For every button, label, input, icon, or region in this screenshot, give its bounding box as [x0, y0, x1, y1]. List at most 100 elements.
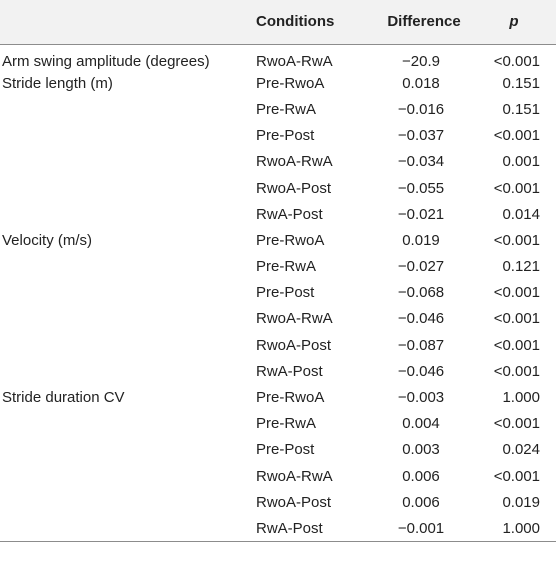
- condition-cell: Pre-RwA: [256, 258, 317, 276]
- table-row: Pre-Post −0.037 <0.001: [0, 123, 556, 149]
- table-row: RwoA-Post 0.006 0.019: [0, 489, 556, 515]
- p-value-cell: <0.001: [493, 415, 540, 433]
- difference-cell: −0.046: [397, 310, 445, 328]
- measure-cell: [0, 411, 252, 437]
- table-row: RwA-Post −0.021 0.014: [0, 201, 556, 227]
- measure-cell: [0, 201, 252, 227]
- pairwise-comparison-table: Conditions Difference p Arm swing amplit…: [0, 0, 556, 542]
- difference-cell: −0.016: [397, 100, 445, 118]
- p-value-cell: 0.151: [502, 74, 540, 92]
- condition-cell: Pre-Post: [256, 284, 315, 302]
- header-p-value: p: [509, 13, 519, 31]
- condition-cell: Pre-RwA: [256, 100, 317, 118]
- p-value-cell: 0.151: [502, 100, 540, 118]
- p-value-cell: 1.000: [502, 389, 540, 407]
- difference-cell: −0.034: [397, 153, 445, 171]
- p-value-cell: <0.001: [493, 336, 540, 354]
- table-row: RwoA-RwA −0.034 0.001: [0, 149, 556, 175]
- header-conditions: Conditions: [256, 13, 335, 31]
- measure-cell: [0, 437, 252, 463]
- p-value-cell: 1.000: [502, 519, 540, 537]
- measure-cell: Arm swing amplitude (degrees): [2, 52, 210, 70]
- condition-cell: RwoA-Post: [256, 179, 332, 197]
- condition-cell: Pre-RwA: [256, 415, 317, 433]
- difference-cell: −0.001: [397, 519, 445, 537]
- measure-cell: [0, 149, 252, 175]
- difference-cell: −0.046: [397, 362, 445, 380]
- difference-cell: −0.068: [397, 284, 445, 302]
- table-row: RwoA-Post −0.087 <0.001: [0, 332, 556, 358]
- table-row: RwoA-RwA 0.006 <0.001: [0, 463, 556, 489]
- header-difference: Difference: [387, 13, 461, 31]
- table-row: Stride duration CV Pre-RwoA −0.003 1.000: [0, 384, 556, 410]
- difference-cell: 0.006: [402, 467, 440, 485]
- measure-cell: [0, 489, 252, 515]
- header-measure: [0, 0, 252, 44]
- condition-cell: Pre-Post: [256, 441, 315, 459]
- measure-cell: [0, 332, 252, 358]
- table-row: Pre-RwA −0.027 0.121: [0, 254, 556, 280]
- p-value-cell: 0.014: [502, 205, 540, 223]
- measure-cell: [0, 280, 252, 306]
- condition-cell: RwoA-Post: [256, 493, 332, 511]
- table-row: Velocity (m/s) Pre-RwoA 0.019 <0.001: [0, 227, 556, 253]
- p-value-cell: <0.001: [493, 127, 540, 145]
- table-header: Conditions Difference p: [0, 0, 556, 44]
- p-value-cell: <0.001: [493, 310, 540, 328]
- measure-cell: [0, 123, 252, 149]
- table-row: Stride length (m) Pre-RwoA 0.018 0.151: [0, 70, 556, 96]
- table-row: Pre-RwA 0.004 <0.001: [0, 411, 556, 437]
- p-value-cell: 0.001: [502, 153, 540, 171]
- p-value-cell: 0.121: [502, 258, 540, 276]
- measure-cell: [0, 515, 252, 541]
- measure-cell: [0, 463, 252, 489]
- condition-cell: RwoA-RwA: [256, 467, 333, 485]
- p-value-cell: <0.001: [493, 467, 540, 485]
- difference-cell: −0.027: [397, 258, 445, 276]
- measure-cell: [0, 306, 252, 332]
- condition-cell: Pre-RwoA: [256, 231, 325, 249]
- table-row: RwA-Post −0.001 1.000: [0, 515, 556, 542]
- p-value-cell: <0.001: [493, 52, 540, 70]
- condition-cell: RwoA-RwA: [256, 52, 333, 70]
- condition-cell: RwoA-RwA: [256, 310, 333, 328]
- difference-cell: 0.006: [402, 493, 440, 511]
- difference-cell: 0.004: [402, 415, 440, 433]
- difference-cell: 0.019: [402, 231, 440, 249]
- table-row: RwoA-RwA −0.046 <0.001: [0, 306, 556, 332]
- p-value-cell: 0.024: [502, 441, 540, 459]
- condition-cell: RwA-Post: [256, 519, 323, 537]
- condition-cell: RwoA-Post: [256, 336, 332, 354]
- measure-cell: [0, 175, 252, 201]
- measure-cell: Velocity (m/s): [2, 231, 93, 249]
- table-row: Pre-RwA −0.016 0.151: [0, 96, 556, 122]
- difference-cell: −0.087: [397, 336, 445, 354]
- difference-cell: −0.021: [397, 205, 445, 223]
- p-value-cell: <0.001: [493, 231, 540, 249]
- measure-cell: [0, 358, 252, 384]
- p-value-cell: <0.001: [493, 362, 540, 380]
- table-row: Pre-Post 0.003 0.024: [0, 437, 556, 463]
- condition-cell: Pre-RwoA: [256, 389, 325, 407]
- condition-cell: RwA-Post: [256, 362, 323, 380]
- table-row: RwA-Post −0.046 <0.001: [0, 358, 556, 384]
- measure-cell: Stride duration CV: [2, 389, 125, 407]
- measure-cell: Stride length (m): [2, 74, 113, 92]
- difference-cell: 0.018: [402, 74, 440, 92]
- difference-cell: −0.037: [397, 127, 445, 145]
- table-row: RwoA-Post −0.055 <0.001: [0, 175, 556, 201]
- table-row: Arm swing amplitude (degrees) RwoA-RwA −20…: [0, 44, 556, 70]
- p-value-cell: 0.019: [502, 493, 540, 511]
- p-value-cell: <0.001: [493, 284, 540, 302]
- difference-cell: 0.003: [402, 441, 440, 459]
- condition-cell: Pre-Post: [256, 127, 315, 145]
- difference-cell: −0.003: [397, 389, 445, 407]
- difference-cell: −20.9: [402, 52, 440, 70]
- p-value-cell: <0.001: [493, 179, 540, 197]
- measure-cell: [0, 254, 252, 280]
- table-row: Pre-Post −0.068 <0.001: [0, 280, 556, 306]
- condition-cell: RwA-Post: [256, 205, 323, 223]
- header-row: Conditions Difference p: [0, 0, 556, 44]
- table-body: Arm swing amplitude (degrees) RwoA-RwA −20…: [0, 44, 556, 542]
